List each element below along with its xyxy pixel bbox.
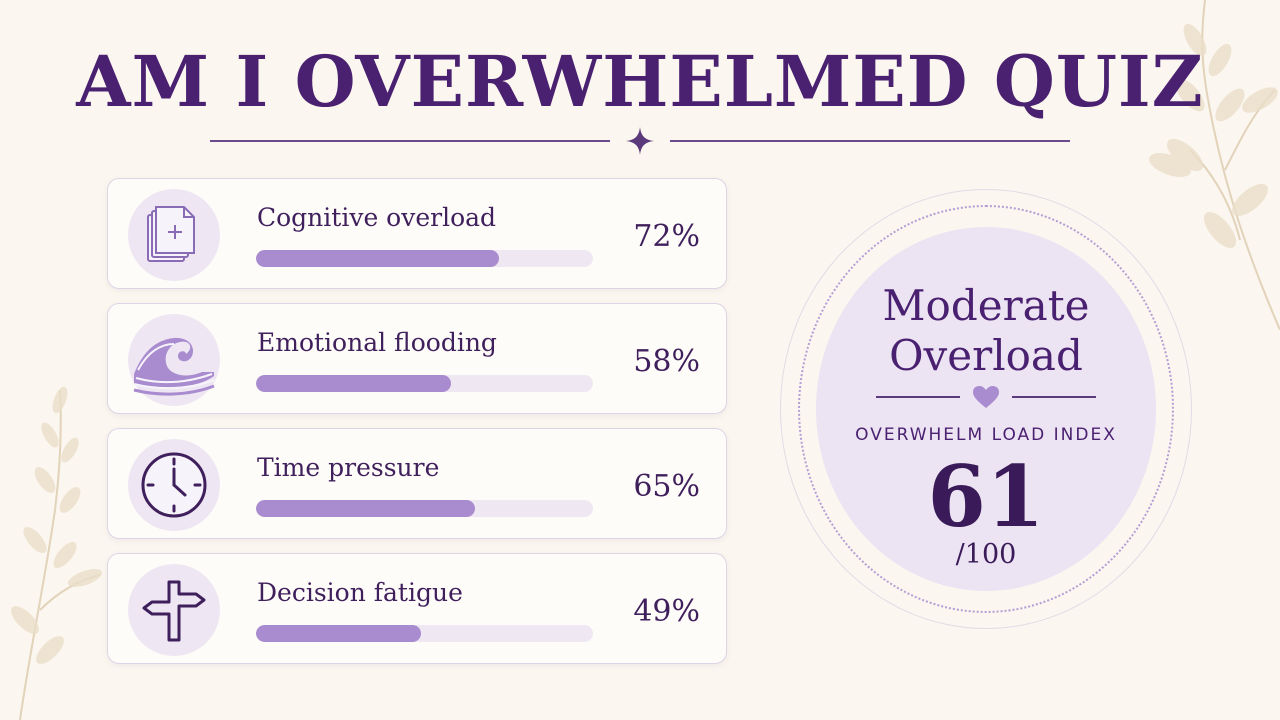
divider-line-right — [670, 140, 1070, 142]
result-inner-circle — [816, 227, 1156, 591]
result-max: /100 — [955, 539, 1017, 570]
category-label: Decision fatigue — [257, 578, 463, 607]
category-percent: 49% — [633, 594, 700, 629]
progress-bar — [256, 250, 593, 267]
result-divider — [876, 385, 1096, 409]
progress-fill — [256, 500, 476, 517]
category-percent: 65% — [633, 469, 700, 504]
category-percent: 58% — [633, 344, 700, 379]
category-list: Cognitive overload 72% Emotional floodin… — [107, 178, 727, 678]
page-title: AM I OVERWHELMED QUIZ — [76, 40, 1204, 123]
result-heading: Moderate Overload — [882, 281, 1090, 380]
documents-icon — [147, 206, 195, 262]
botanical-branch-icon — [1149, 0, 1280, 330]
title-divider — [210, 126, 1070, 156]
category-card-emotional-flooding: Emotional flooding 58% — [107, 303, 727, 414]
result-dotted-ring — [798, 205, 1174, 613]
progress-fill — [256, 625, 422, 642]
sparkle-icon — [626, 127, 654, 155]
botanical-sprig-icon — [11, 386, 103, 720]
wave-icon — [133, 337, 215, 396]
category-card-decision-fatigue: Decision fatigue 49% — [107, 553, 727, 664]
progress-fill — [256, 375, 452, 392]
result-medallion: Moderate Overload OVERWHELM LOAD INDEX 6… — [780, 189, 1192, 629]
card-icon-badge — [128, 439, 220, 531]
result-divider-right — [1012, 396, 1096, 398]
progress-bar — [256, 375, 593, 392]
result-score: 61 — [927, 447, 1045, 546]
result-divider-left — [876, 396, 960, 398]
category-card-cognitive-overload: Cognitive overload 72% — [107, 178, 727, 289]
progress-fill — [256, 250, 499, 267]
category-label: Emotional flooding — [257, 328, 497, 357]
card-icon-badge — [128, 189, 220, 281]
card-icon-badge — [128, 564, 220, 656]
card-icon-badge — [128, 314, 220, 406]
category-label: Time pressure — [257, 453, 440, 482]
heart-icon — [973, 386, 999, 408]
progress-bar — [256, 500, 593, 517]
category-card-time-pressure: Time pressure 65% — [107, 428, 727, 539]
clock-icon — [141, 452, 207, 518]
divider-line-left — [210, 140, 610, 142]
category-percent: 72% — [633, 219, 700, 254]
result-outer-ring — [780, 189, 1192, 629]
signpost-icon — [142, 580, 206, 642]
result-caption: OVERWHELM LOAD INDEX — [855, 425, 1117, 445]
progress-bar — [256, 625, 593, 642]
category-label: Cognitive overload — [257, 203, 497, 232]
